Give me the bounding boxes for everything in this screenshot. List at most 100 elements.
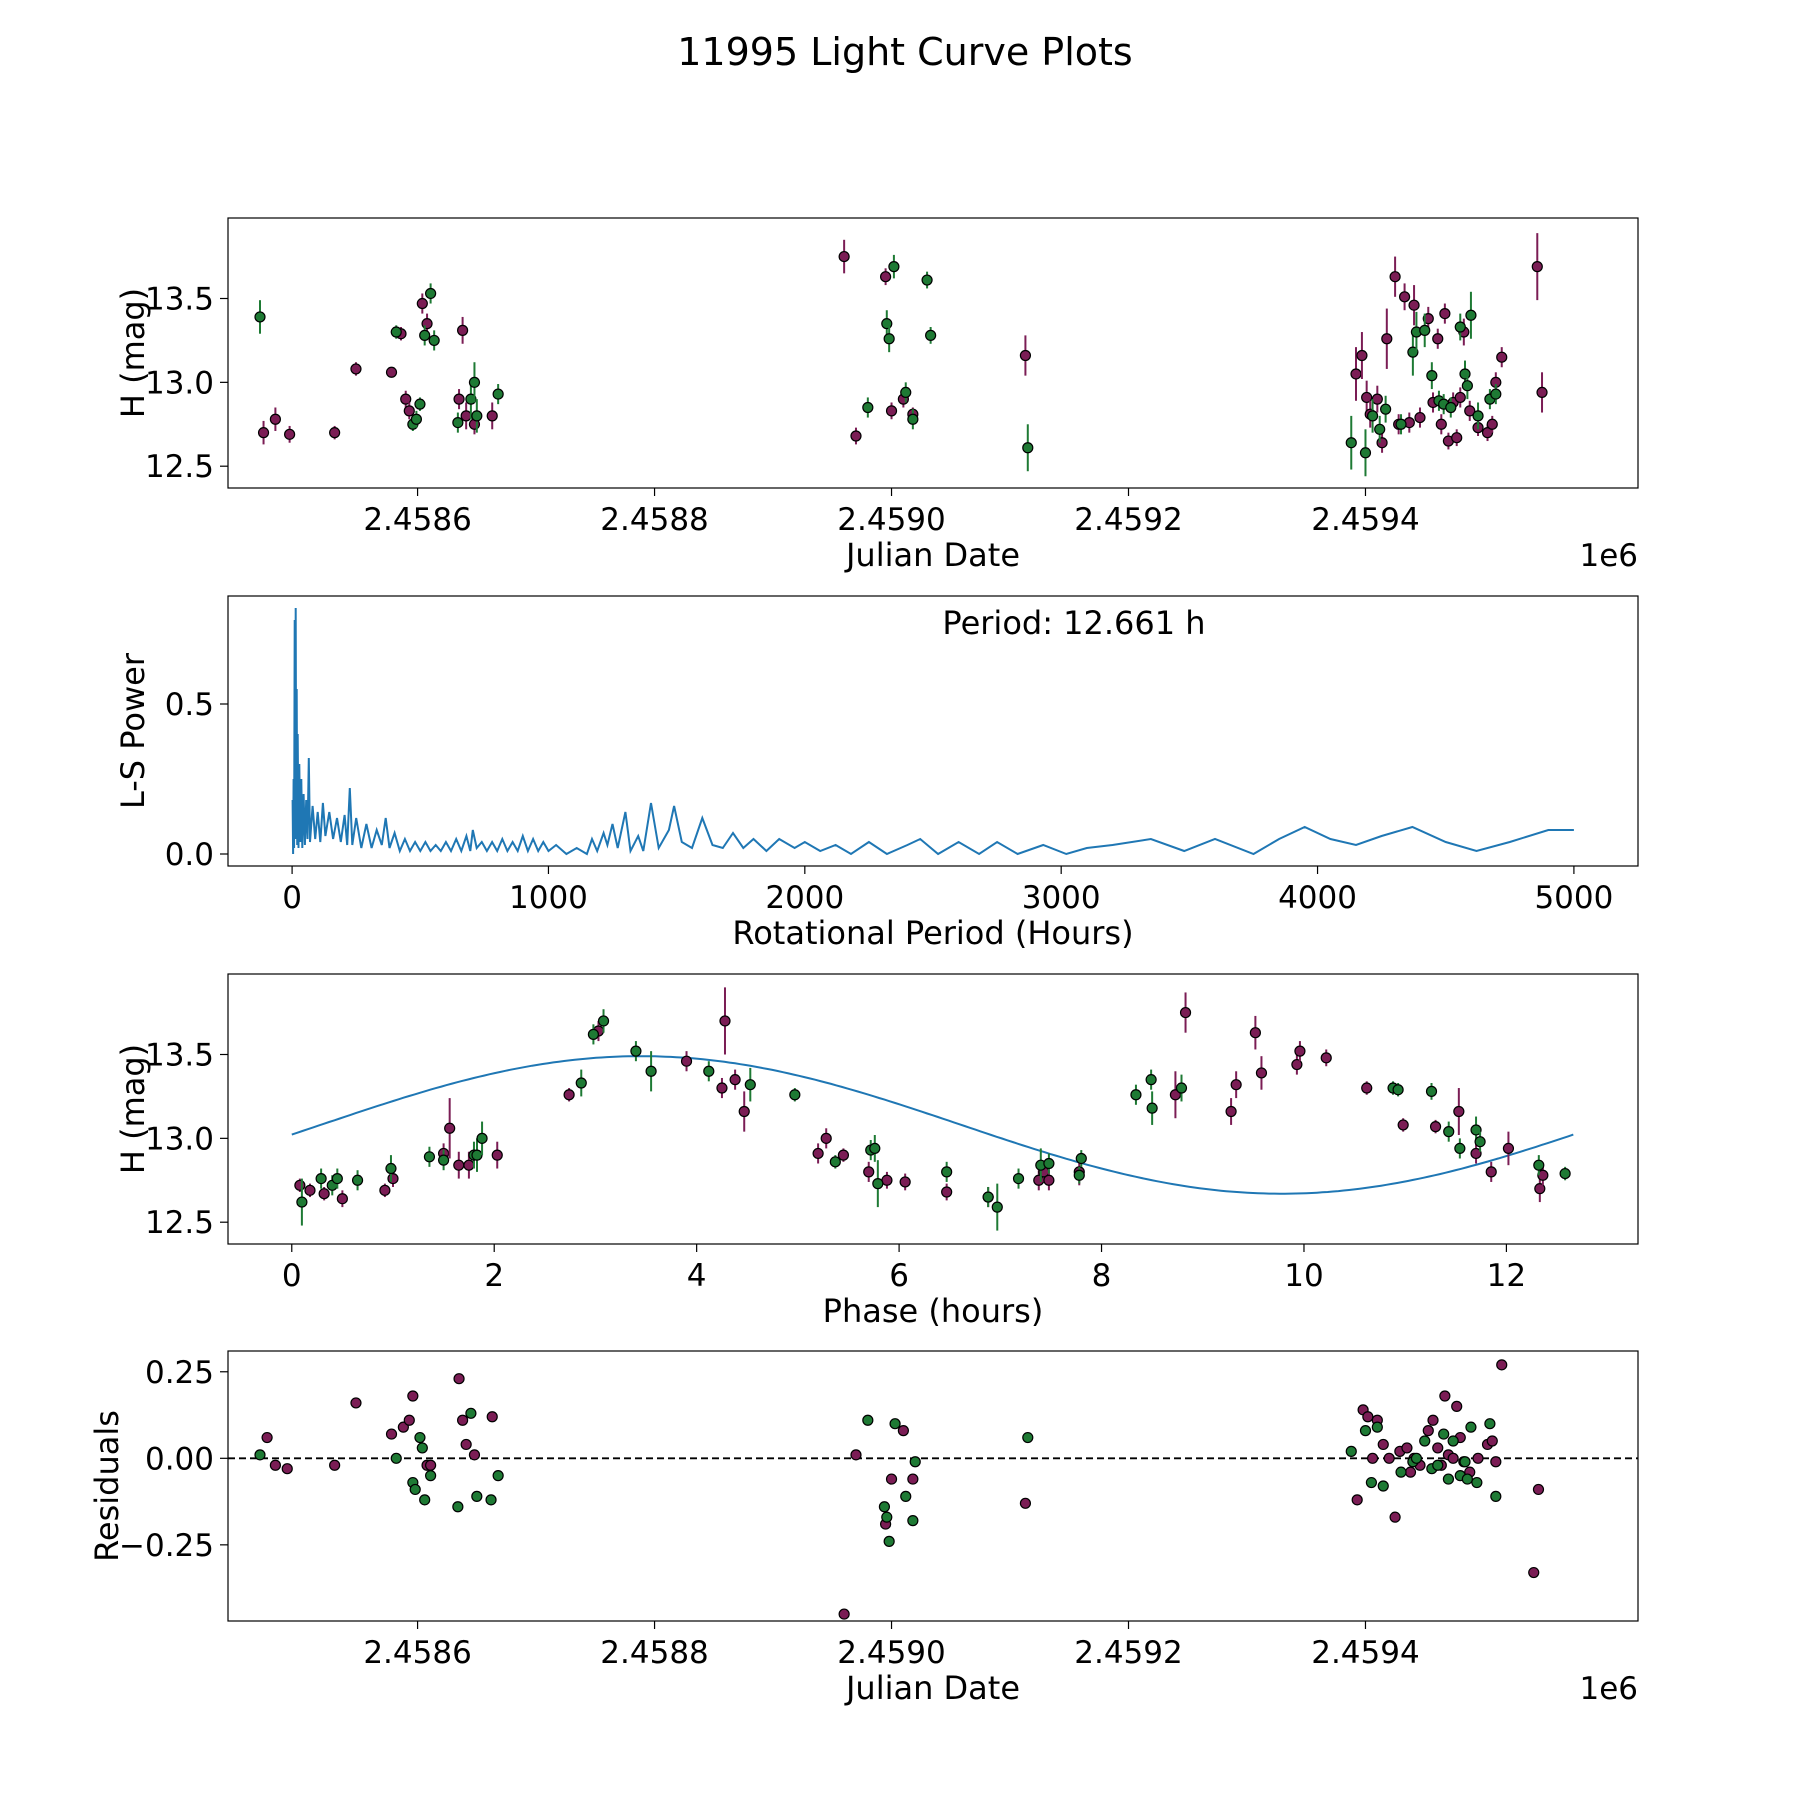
data-point [862,1414,874,1426]
x-tick-label: 6 [889,1258,909,1294]
data-point [630,1045,642,1057]
data-point [407,1390,419,1402]
data-point [1225,1105,1237,1118]
data-point [1359,447,1372,459]
panel-phased: 0 2 4 6 8 10 12 12.5 13.0 13.5 Phase (hours) H (mag… [114,973,1639,1330]
y-tick-label: 0.0 [165,837,214,873]
data-point [1465,1421,1477,1433]
axes-frame [227,1350,1639,1622]
data-point [1371,1421,1383,1433]
data-point [1443,1126,1455,1138]
data-point [425,1459,437,1471]
data-point [1502,1142,1515,1155]
data-point [1447,1452,1459,1464]
data-point [385,366,398,378]
data-point [304,1184,316,1196]
data-point [421,318,433,330]
panel-residuals: 2.4586 2.4588 2.4590 2.4592 2.4594 −0.25 0.00 0… [88,1350,1639,1707]
data-point [1465,309,1477,321]
x-tick-label: 2.4586 [363,502,471,538]
data-point [1531,261,1543,273]
data-point [1459,368,1471,380]
data-point [1179,1006,1192,1019]
data-point [1320,1052,1332,1064]
data-point [909,1456,921,1468]
x-tick-label: 2.4588 [600,1635,708,1671]
data-point [1461,1473,1473,1485]
y-tick-label: 12.5 [145,1205,214,1241]
data-point [403,405,415,417]
data-point [1392,1084,1404,1096]
y-tick-label: 13.0 [145,1121,214,1157]
data-point [1374,423,1386,435]
data-point [296,1196,308,1208]
data-point [744,1079,756,1091]
data-point [850,1449,862,1461]
data-point [425,287,437,300]
axes-frame [227,595,1639,867]
data-point [1146,1102,1158,1114]
data-point [907,1515,919,1527]
data-point [486,1411,498,1423]
data-point [471,1149,483,1161]
data-point [331,1172,343,1185]
data-point [428,334,440,347]
data-point [1422,1425,1434,1437]
data-point [1533,1159,1545,1171]
data-point [1022,442,1034,454]
data-point [716,1082,728,1094]
data-point [1528,1566,1540,1579]
data-point [1432,1459,1444,1471]
data-point [1255,1067,1268,1079]
data-point [416,297,428,310]
plot-area-residuals [228,1359,1638,1620]
data-point [419,329,431,341]
data-point [468,1449,481,1461]
period-annotation: Period: 12.661 h [942,604,1205,642]
plot-area-lightcurve [254,233,1548,477]
data-point [471,410,483,422]
x-tick-label: 2.4588 [600,502,708,538]
data-point [329,427,341,439]
x-tick-label: 2.4594 [1311,1635,1419,1671]
data-point [468,376,481,388]
data-point [1432,333,1444,345]
data-point [1486,1435,1498,1447]
data-point [315,1172,327,1185]
data-point [1490,388,1502,400]
data-point [1461,380,1473,392]
x-tick-label: 0 [282,1258,302,1294]
data-point [444,1122,456,1134]
panel-periodogram: 0 1000 2000 3000 4000 5000 0.0 0.5 Rotational Pe… [114,595,1639,952]
x-tick-label: 1000 [509,880,588,916]
x-tick-label: 0 [282,880,302,916]
y-tick-label: 0.25 [145,1355,214,1391]
data-point [457,324,469,336]
data-point [897,1425,909,1437]
data-point [1439,1390,1451,1402]
data-point [1350,368,1362,380]
data-point [390,326,402,338]
data-point [881,1174,893,1186]
data-point [907,1473,919,1485]
data-point [1366,1452,1379,1464]
data-point [863,1166,875,1178]
x-tick-label: 2.4592 [1074,502,1182,538]
data-point [385,1162,397,1175]
y-axis-label: H (mag) [114,1044,152,1174]
data-point [1470,1147,1482,1160]
x-tick-label: 4 [687,1258,707,1294]
data-point [719,1015,731,1027]
data-point [1073,1169,1085,1181]
data-point [329,1459,341,1471]
chart-panels: 2.4586 2.4588 2.4590 2.4592 2.4594 12.5 13.0 13… [88,217,1639,1707]
data-point [925,329,937,341]
data-point [1383,1452,1395,1464]
data-point [410,413,422,425]
data-point [1249,1027,1261,1039]
data-point [563,1089,575,1101]
data-point [453,1159,465,1171]
y-tick-label: 13.5 [145,281,214,317]
data-point [452,1501,464,1513]
x-tick-label: 2.4592 [1074,1635,1182,1671]
